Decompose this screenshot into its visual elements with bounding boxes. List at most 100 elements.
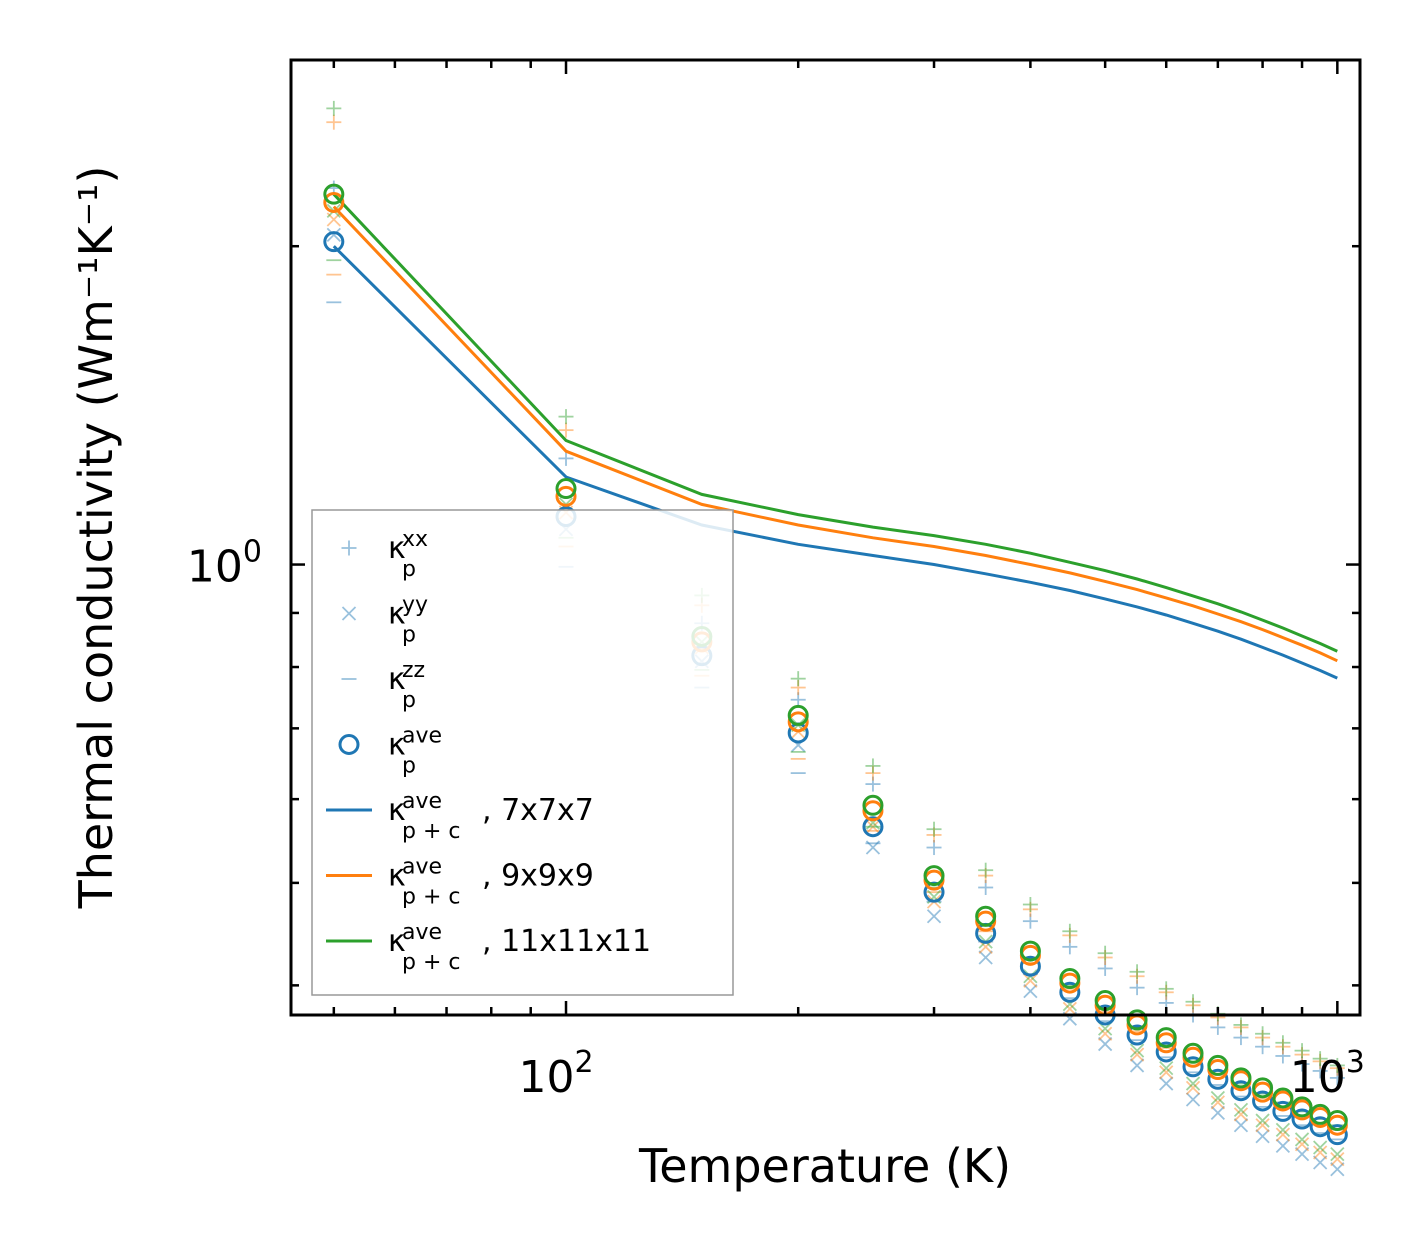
legend-subscript: p + c [402,950,460,975]
kave-marker-11x11x11-750 [1230,1067,1252,1089]
kxx-marker-7x7x7-300 [926,840,942,856]
kyy-marker-9x9x9-950 [1313,1145,1328,1160]
kyy-marker-9x9x9-900-a [1294,1137,1310,1152]
kave-marker-11x11x11-1000 [1326,1110,1348,1132]
y-tick-label-1: 100 [187,535,262,593]
kxx-marker-9x9x9-300 [926,827,942,843]
kxx-marker-11x11x11-300 [926,821,942,837]
kave-marker-9x9x9-50 [323,191,345,213]
kyy-marker-7x7x7-750-b [1233,1118,1249,1133]
kyy-marker-7x7x7-800-a [1255,1129,1270,1144]
kxx-marker-9x9x9-900 [1294,1047,1310,1063]
kxx-marker-9x9x9-100 [558,422,574,438]
kyy-marker-11x11x11-1000 [1330,1146,1345,1162]
kxx-marker-11x11x11-750 [1233,1017,1249,1033]
kyy-marker-9x9x9-550-b [1129,1047,1145,1062]
kyy-marker-9x9x9-1000-a [1330,1151,1345,1167]
kyy-marker-9x9x9-600 [1159,1065,1174,1080]
y-tick-label-exponent: 0 [243,535,262,570]
kyy-marker-7x7x7-900-a [1294,1146,1310,1162]
kxx-marker-7x7x7-900 [1294,1056,1310,1072]
kyy-marker-7x7x7-300-b [926,909,942,924]
kyy-marker-11x11x11-900-a [1294,1132,1310,1147]
kave-marker-7x7x7-700 [1207,1068,1229,1090]
legend-entry-2: κzz p [341,658,425,713]
kxx-marker-11x11x11-400 [1022,897,1038,913]
kave-marker-11x11x11-850 [1272,1087,1294,1109]
kyy-marker-11x11x11-800 [1255,1113,1270,1128]
kyy-marker-9x9x9-250-b [865,819,881,834]
legend-subscript: p [402,754,416,779]
kxx-marker-7x7x7-350 [978,879,994,895]
kyy-marker-7x7x7-900-b [1294,1146,1310,1162]
kxx-marker-11x11x11-950 [1312,1051,1328,1067]
kyy-marker-9x9x9-900 [1294,1137,1310,1152]
legend-cross-marker-b [341,606,357,621]
series-11x11x11-average [323,183,1348,1132]
kyy-marker-9x9x9-950-b [1313,1145,1328,1160]
kxx-marker-11x11x11-900 [1294,1043,1310,1059]
kave-marker-7x7x7-400 [1019,955,1041,977]
kyy-marker-7x7x7-950 [1313,1155,1328,1170]
kyy-marker-11x11x11-1000-a [1330,1146,1345,1162]
kyy-marker-11x11x11-650-a [1185,1076,1201,1091]
kxx-marker-9x9x9-400 [1022,901,1038,917]
kyy-marker-7x7x7-1000-b [1330,1162,1345,1177]
kyy-marker-7x7x7-400-a [1023,984,1038,999]
kyy-marker-7x7x7-650-a [1185,1092,1201,1107]
legend-entry-5: κave p + c , 9x9x9 [326,855,594,910]
legend-label-1: κyy p [388,593,428,648]
kxx-marker-7x7x7-250 [865,776,881,792]
kyy-marker-9x9x9-550-a [1129,1047,1145,1062]
legend-entry-3: κave p [338,724,442,779]
x-tick-label-1000: 103 [1290,1045,1365,1103]
x-tick-label-exponent: 3 [1346,1045,1365,1080]
kyy-marker-11x11x11-600 [1159,1061,1174,1076]
kxx-marker-7x7x7-850 [1275,1048,1291,1064]
ktot-line-9x9x9 [332,205,1338,663]
axes-frame [289,58,1362,1017]
kxx-marker-9x9x9-350 [978,868,994,884]
kyy-marker-11x11x11-750-b [1233,1102,1249,1118]
kyy-marker-11x11x11-850 [1275,1122,1291,1138]
kyy-marker-9x9x9-900-b [1294,1137,1310,1152]
kyy-marker-11x11x11-700 [1210,1090,1225,1106]
kxx-marker-11x11x11-850 [1275,1035,1291,1051]
kyy-marker-7x7x7-850-a [1275,1138,1291,1154]
kyy-marker-9x9x9-50 [326,212,341,227]
kyy-marker-9x9x9-50-a [326,212,341,227]
legend-entry-0: κxx p [341,527,428,582]
kave-marker-11x11x11-300 [923,865,945,887]
kyy-marker-7x7x7-250-b [865,840,881,855]
legend-subscript: p [402,557,416,582]
kyy-marker-9x9x9-250-a [865,819,881,834]
legend-suffix: , 7x7x7 [482,793,594,828]
kave-marker-11x11x11-400 [1019,940,1041,962]
legend-label-0: κxx p [388,527,428,582]
kxx-marker-7x7x7-700 [1210,1019,1226,1035]
kxx-marker-11x11x11-800 [1255,1026,1271,1042]
kxx-marker-11x11x11-500 [1097,945,1113,961]
kyy-marker-11x11x11-650 [1185,1076,1201,1091]
kave-marker-7x7x7-800 [1252,1090,1274,1112]
kyy-marker-7x7x7-500 [1098,1036,1113,1052]
kyy-marker-9x9x9-600-b [1159,1065,1174,1080]
legend-label-5: κave p + c , 9x9x9 [388,855,594,910]
kyy-marker-11x11x11-750-a [1233,1102,1249,1118]
kave-marker-7x7x7-750 [1230,1080,1252,1102]
x-tick-label-base: 10 [1290,1052,1346,1103]
kyy-marker-9x9x9-850 [1275,1127,1291,1142]
kxx-marker-7x7x7-550 [1129,980,1145,996]
kxx-marker-9x9x9-550 [1129,968,1145,984]
kyy-marker-7x7x7-950-a [1313,1155,1328,1170]
kxx-marker-9x9x9-600 [1158,984,1174,1000]
kxx-marker-7x7x7-800 [1255,1039,1271,1055]
kyy-marker-7x7x7-250-a [865,840,881,855]
kave-marker-11x11x11-100 [555,478,577,500]
kyy-marker-11x11x11-650-b [1185,1076,1201,1091]
ktot-line-7x7x7 [332,245,1338,680]
kxx-marker-11x11x11-200 [790,671,806,687]
legend-suffix: , 11x11x11 [482,924,651,959]
kave-marker-11x11x11-200 [787,704,809,726]
kyy-marker-7x7x7-350 [978,950,993,965]
